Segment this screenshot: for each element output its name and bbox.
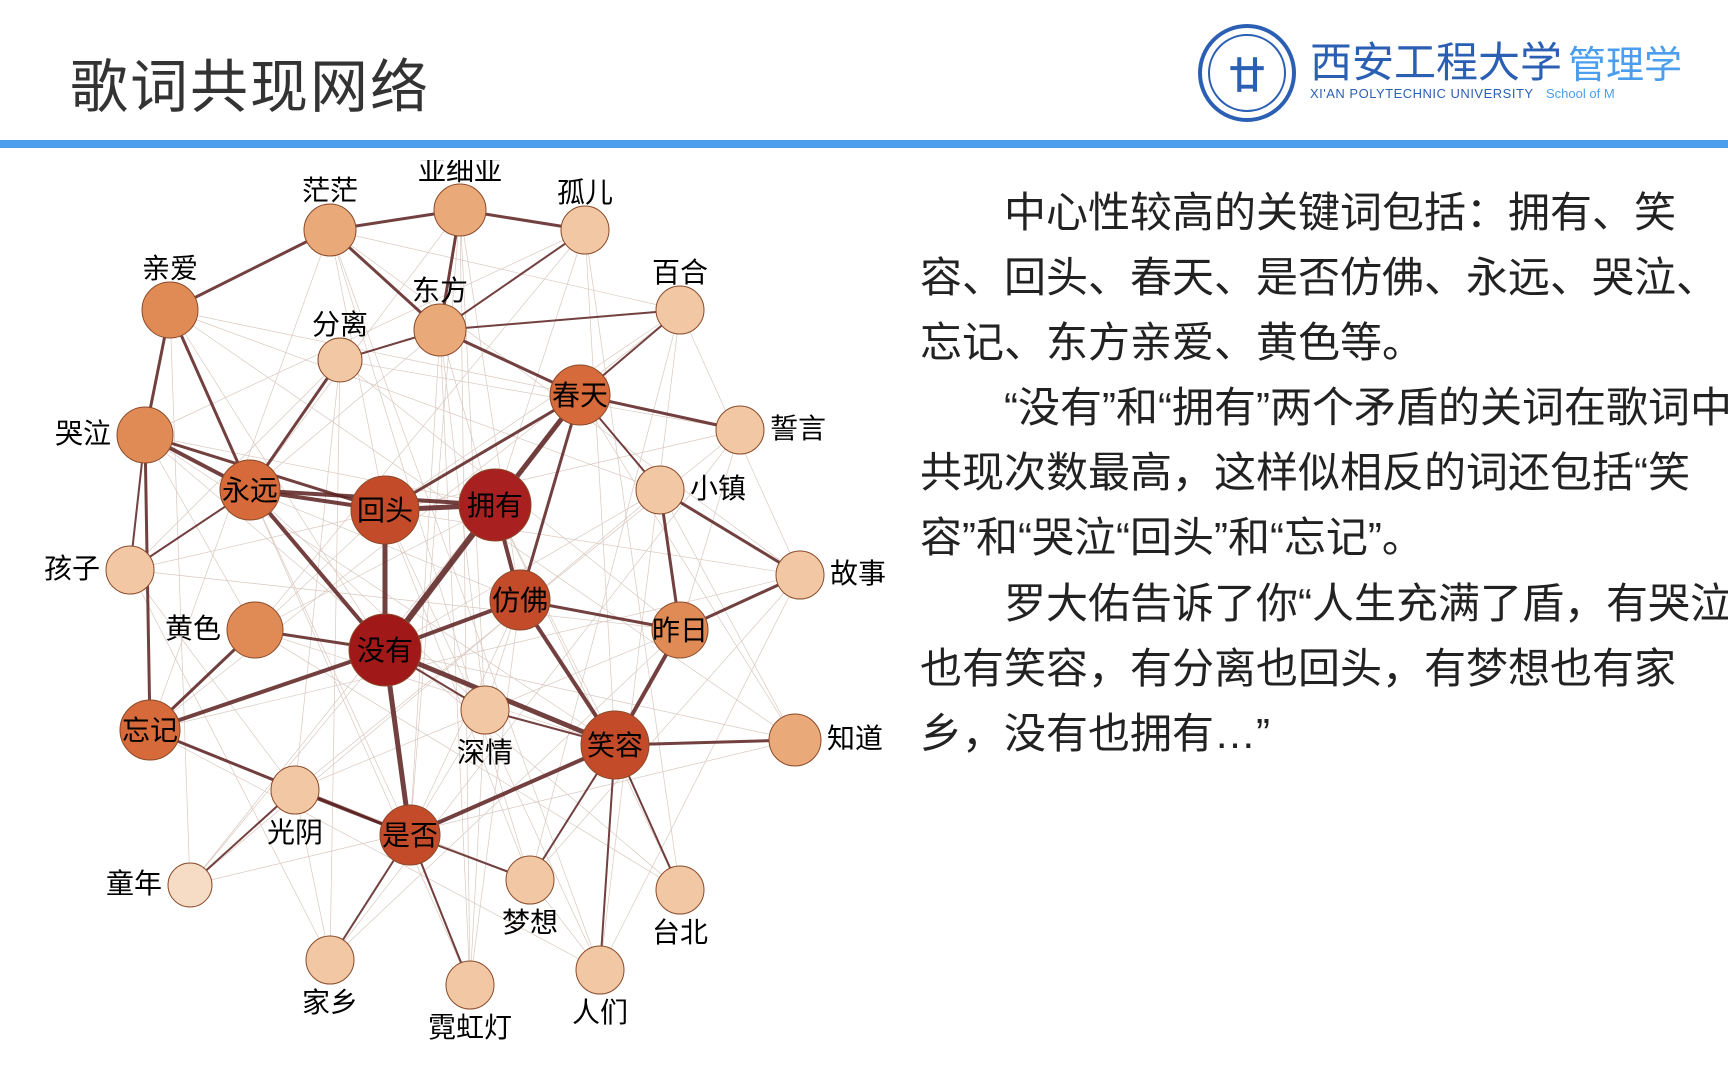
svg-text:梦想: 梦想 xyxy=(502,907,558,938)
svg-text:亲爱: 亲爱 xyxy=(142,253,198,284)
svg-text:光阴: 光阴 xyxy=(267,817,323,848)
network-svg: 亚细亚茫茫 孤儿亲爱分离 东方 百合哭泣 春天誓言永远回头 拥有 小镇孩子仿佛 故事黄色没有 昨… xyxy=(40,160,900,1060)
slide-title: 歌词共现网络 xyxy=(70,40,430,124)
body-paragraph-1: 中心性较高的关键词包括：拥有、笑容、回头、春天、是否仿佛、永远、哭泣、忘记、东方… xyxy=(920,180,1728,375)
svg-text:知道: 知道 xyxy=(827,723,883,754)
svg-text:忘记: 忘记 xyxy=(122,715,178,746)
svg-text:黄色: 黄色 xyxy=(165,613,221,644)
svg-text:孩子: 孩子 xyxy=(44,553,100,584)
svg-text:誓言: 誓言 xyxy=(770,413,826,444)
svg-text:孤儿: 孤儿 xyxy=(557,177,613,208)
svg-text:仿佛: 仿佛 xyxy=(492,585,548,616)
svg-text:笑容: 笑容 xyxy=(587,730,643,761)
logo-text: 西安工程大学 管理学 XI'AN POLYTECHNIC UNIVERSITY … xyxy=(1310,43,1682,103)
svg-text:昨日: 昨日 xyxy=(652,615,708,646)
logo-en-name: XI'AN POLYTECHNIC UNIVERSITY xyxy=(1310,86,1534,101)
logo-seal-icon: 廿 xyxy=(1198,24,1296,122)
svg-text:小镇: 小镇 xyxy=(690,473,746,504)
svg-text:人们: 人们 xyxy=(572,997,628,1028)
svg-text:东方: 东方 xyxy=(412,275,468,306)
svg-text:茫茫: 茫茫 xyxy=(302,175,358,206)
svg-text:百合: 百合 xyxy=(652,257,708,288)
svg-text:是否: 是否 xyxy=(382,820,438,851)
logo-cn-name: 西安工程大学 xyxy=(1310,43,1562,85)
svg-text:永远: 永远 xyxy=(222,475,278,506)
body-text-block: 中心性较高的关键词包括：拥有、笑容、回头、春天、是否仿佛、永远、哭泣、忘记、东方… xyxy=(920,180,1728,766)
accent-divider xyxy=(0,140,1728,148)
logo-en-suffix: School of M xyxy=(1546,86,1615,101)
svg-text:回头: 回头 xyxy=(357,495,413,526)
svg-text:童年: 童年 xyxy=(106,868,162,899)
svg-text:深情: 深情 xyxy=(457,737,513,768)
svg-text:分离: 分离 xyxy=(312,309,368,340)
svg-text:霓虹灯: 霓虹灯 xyxy=(428,1012,512,1043)
svg-text:春天: 春天 xyxy=(552,380,608,411)
body-paragraph-2: “没有”和“拥有”两个矛盾的关词在歌词中共现次数最高，这样似相反的词还包括“笑容… xyxy=(920,375,1728,570)
body-paragraph-3: 罗大佑告诉了你“人生充满了盾，有哭泣也有笑容，有分离也回头，有梦想也有家乡，没有… xyxy=(920,571,1728,766)
logo-cn-suffix: 管理学 xyxy=(1568,47,1682,85)
network-graph: 亚细亚茫茫 孤儿亲爱分离 东方 百合哭泣 春天誓言永远回头 拥有 小镇孩子仿佛 故事黄色没有 昨… xyxy=(40,160,900,1060)
university-logo: 廿 西安工程大学 管理学 XI'AN POLYTECHNIC UNIVERSIT… xyxy=(1198,18,1728,128)
svg-text:故事: 故事 xyxy=(830,558,886,589)
svg-text:家乡: 家乡 xyxy=(302,987,358,1018)
svg-text:没有: 没有 xyxy=(357,635,413,666)
svg-text:哭泣: 哭泣 xyxy=(55,418,111,449)
svg-text:台北: 台北 xyxy=(652,917,708,948)
svg-text:亚细亚: 亚细亚 xyxy=(418,160,502,186)
svg-text:拥有: 拥有 xyxy=(467,490,523,521)
